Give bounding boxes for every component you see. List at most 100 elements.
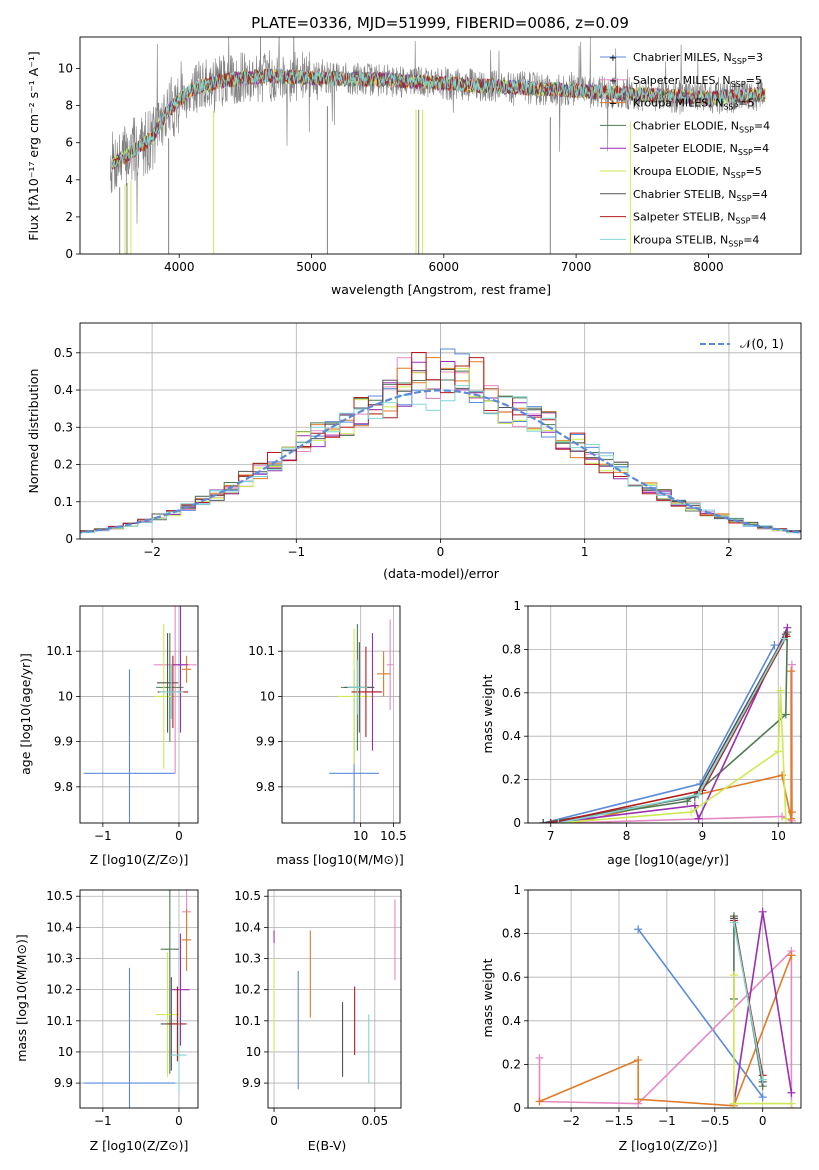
mass_vs_ebv-frame <box>267 889 402 1109</box>
legend-label-1: Salpeter MILES, NSSP=5 <box>633 74 762 89</box>
weight_vs_age-series-2-marker <box>787 808 796 817</box>
weight-vs-age-x-label: age [log10(age/yr)] <box>607 852 729 867</box>
age_vs_mass-y-tick-label: 9.8 <box>256 780 275 794</box>
residual-histogram-panel: −2 −1 0 1 2 0 0.1 0.2 0.3 0.4 0.5 (data-model)/err… <box>26 322 802 581</box>
weight_vs_age-x-tick-label: 8 <box>623 829 631 843</box>
age-vs-metallicity-x-label: Z [log10(Z/Z⊙)] <box>90 852 189 867</box>
age_vs_Z-x-tick-label: 0 <box>175 829 183 843</box>
weight_vs_Z-marks <box>535 907 796 1108</box>
mass-vs-metallicity-plot-area: −1 0 9.9 10 10.1 10.2 10.3 10.4 10.5 <box>46 889 199 1128</box>
weight_vs_Z-series-1-marker <box>535 1053 544 1062</box>
age-vs-mass-plot-area: 10 10.5 9.8 9.9 10 10.1 <box>248 605 407 843</box>
residual-plot-area: −2 −1 0 1 2 0 0.1 0.2 0.3 0.4 0.5 <box>54 322 802 559</box>
mass_vs_ebv-y-tick-label: 9.9 <box>242 1076 261 1090</box>
weight_vs_Z-series-8 <box>733 922 764 1080</box>
weight_vs_Z-series-5-marker <box>729 971 738 980</box>
residuals-x-tick-label: −2 <box>143 545 161 559</box>
mass-vs-ebv-x-label: E(B-V) <box>308 1138 347 1153</box>
weight-vs-age-y-label: mass weight <box>480 674 495 753</box>
age_vs_Z-x-tick-label: −1 <box>94 829 112 843</box>
weight_vs_age-series-4 <box>550 627 789 823</box>
weight_vs_Z-series-2-marker <box>634 1095 643 1104</box>
residuals-marks <box>80 348 801 535</box>
spectrum-y-label: Flux [fλ10⁻¹⁷ erg cm⁻² s⁻¹ A⁻¹] <box>26 51 41 240</box>
mass_vs_ebv-marks <box>273 899 396 1090</box>
spectrum-x-tick-label: 5000 <box>296 260 327 274</box>
mass_vs_ebv-y-tick-label: 10.3 <box>234 952 261 966</box>
residual-frame <box>79 322 802 540</box>
mass_vs_Z-x-tick-label: −1 <box>94 1114 112 1128</box>
weight_vs_Z-series-5-marker <box>787 1099 796 1108</box>
residuals-x-tick-label: −1 <box>287 545 305 559</box>
legend-label-3: Chabrier ELODIE, NSSP=4 <box>633 119 770 134</box>
weight_vs_age-series-7-marker <box>546 819 555 823</box>
legend-label-6: Chabrier STELIB, NSSP=4 <box>633 188 768 203</box>
weight_vs_age-y-tick-label: 1 <box>513 599 521 613</box>
weight_vs_age-y-tick-label: 0.2 <box>502 773 521 787</box>
weight_vs_age-y-tick-label: 0.8 <box>502 642 521 656</box>
weight_vs_age-series-8-marker <box>554 819 563 823</box>
mass_vs_Z-y-tick-label: 10.4 <box>46 920 73 934</box>
legend-label-7: Salpeter STELIB, NSSP=4 <box>633 211 767 226</box>
mass_vs_Z-x-tick-label: 0 <box>175 1114 183 1128</box>
normal-curve <box>80 389 801 534</box>
weight_vs_Z-x-tick-label: −1.5 <box>604 1114 633 1128</box>
weight_vs_age-y-tick-label: 0.4 <box>502 729 521 743</box>
age_vs_mass-y-tick-label: 10 <box>260 689 275 703</box>
spectrum-x-tick-label: 4000 <box>164 260 195 274</box>
weight-vs-metallicity-plot-area: −2 −1.5 −1 −0.5 0 0 0.2 0.4 0.6 0.8 1 <box>502 883 802 1128</box>
age_vs_mass-x-tick-label: 10.5 <box>380 829 407 843</box>
mass_vs_ebv-x-tick-label: 0.05 <box>361 1114 388 1128</box>
spectrum-y-tick-label: 2 <box>65 210 73 224</box>
mass-vs-ebv-panel: 0 0.05 9.9 10 10.1 10.2 10.3 10.4 10.5 E(B-V) <box>234 889 402 1153</box>
weight_vs_Z-series-5-marker <box>729 1099 738 1108</box>
normal-legend: 𝒩(0, 1) <box>700 337 784 351</box>
age_vs_mass-frame <box>281 605 401 824</box>
spectrum-x-tick-label: 8000 <box>693 260 724 274</box>
mass_vs_Z-y-tick-label: 10.3 <box>46 952 73 966</box>
age_vs_Z-y-tick-label: 10 <box>58 689 73 703</box>
weight_vs_age-series-5-marker <box>781 814 790 823</box>
age_vs_Z-frame <box>79 605 199 824</box>
weight-vs-metallicity-y-label: mass weight <box>480 958 495 1037</box>
weight_vs_Z-y-tick-label: 0 <box>513 1101 521 1115</box>
mass_vs_ebv-y-tick-label: 10.2 <box>234 983 261 997</box>
weight_vs_age-series-1-marker <box>787 660 796 669</box>
weight_vs_Z-x-tick-label: 0 <box>759 1114 767 1128</box>
weight_vs_Z-series-8-marker <box>758 1075 767 1084</box>
legend-marker-0: + <box>609 53 617 64</box>
residual-x-label: (data-model)/error <box>383 566 500 581</box>
weight_vs_Z-series-0-marker <box>634 925 643 934</box>
weight_vs_age-series-5-marker <box>776 686 785 695</box>
legend-marker-2: + <box>609 99 617 110</box>
weight_vs_age-series-4-marker <box>690 801 699 810</box>
residuals-y-tick-label: 0.4 <box>54 383 73 397</box>
age-vs-mass-panel: 10 10.5 9.8 9.9 10 10.1 mass [log10(M/M⊙)] <box>248 605 407 867</box>
weight_vs_Z-series-0-marker <box>758 1093 767 1102</box>
legend-marker-1: + <box>609 76 617 87</box>
mass_vs_Z-y-tick-label: 9.9 <box>54 1076 73 1090</box>
weight_vs_Z-y-tick-label: 1 <box>513 883 521 897</box>
spectrum-plot-area: 4000 5000 6000 7000 8000 0 2 4 6 8 10 <box>58 36 802 274</box>
model-spectrum-8 <box>111 67 766 169</box>
weight_vs_Z-series-2-marker <box>535 1097 544 1106</box>
weight_vs_Z-y-tick-label: 0.4 <box>502 1014 521 1028</box>
weight_vs_age-series-8-marker <box>780 634 789 643</box>
spectrum-frame <box>79 36 802 255</box>
residuals-y-tick-label: 0.2 <box>54 458 73 472</box>
weight_vs_age-series-4-marker <box>783 623 792 632</box>
residuals-y-tick-label: 0.3 <box>54 420 73 434</box>
weight_vs_age-y-tick-label: 0 <box>513 816 521 830</box>
residuals-x-tick-label: 2 <box>725 545 733 559</box>
weight-vs-metallicity-x-label: Z [log10(Z/Z⊙)] <box>619 1138 718 1153</box>
residual-y-label: Normed distribution <box>26 369 41 494</box>
weight_vs_Z-series-4-marker <box>787 1088 796 1097</box>
weight_vs_age-series-4-marker <box>694 814 703 823</box>
weight_vs_Z-x-tick-label: −0.5 <box>700 1114 729 1128</box>
mass_vs_ebv-x-tick-label: 0 <box>270 1114 278 1128</box>
weight_vs_Z-series-4-marker <box>758 907 767 916</box>
mass_vs_Z-y-tick-label: 10 <box>58 1045 73 1059</box>
weight_vs_age-series-5-marker <box>687 808 696 817</box>
weight_vs_age-x-tick-label: 10 <box>771 829 786 843</box>
